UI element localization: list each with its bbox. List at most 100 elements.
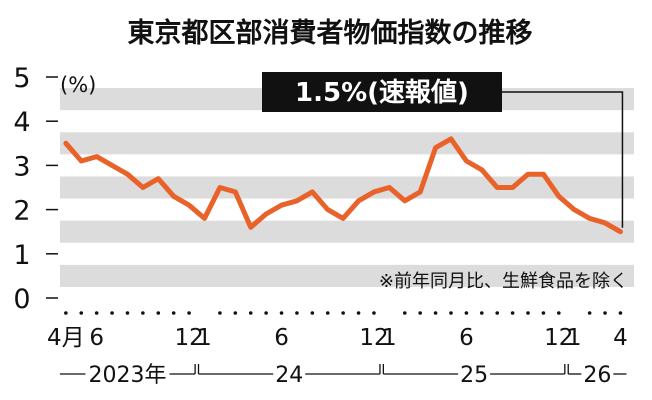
x-tick-label: 12 [174, 325, 203, 351]
x-tick-label: 12 [544, 325, 573, 351]
data-point [326, 208, 329, 211]
data-point [588, 217, 591, 220]
year-label: 2023年 [88, 363, 166, 388]
x-tick-dot [79, 311, 84, 315]
data-point [527, 173, 529, 176]
data-point [111, 164, 113, 167]
x-tick-dot [295, 311, 299, 315]
data-point [265, 213, 267, 215]
year-label: 26 [583, 363, 611, 388]
x-tick-dot [356, 311, 361, 315]
data-point [296, 199, 298, 202]
x-tick-dot [94, 311, 99, 315]
data-point [219, 186, 221, 189]
data-point [403, 199, 406, 202]
y-tick-label: 2 [13, 196, 30, 227]
x-tick-dot [618, 311, 623, 315]
y-axis: 0 1 2 3 4 5 [13, 63, 58, 315]
y-tick-label: 4 [13, 107, 30, 138]
x-tick-label: 6 [89, 325, 104, 351]
data-point [604, 222, 606, 224]
x-tick-dot [248, 311, 253, 315]
x-tick-dot [218, 311, 222, 315]
x-tick-label: 6 [459, 325, 474, 351]
x-tick-dot [495, 311, 500, 315]
data-point [203, 217, 206, 220]
x-tick-label: 1 [382, 325, 397, 351]
x-tick-dot [587, 311, 592, 315]
x-tick-dot [310, 311, 315, 315]
grid-band [60, 220, 634, 243]
data-point [558, 195, 560, 198]
data-point [511, 186, 514, 189]
data-point [342, 217, 344, 220]
data-point [80, 160, 83, 162]
data-point [142, 186, 144, 189]
y-tick-label: 3 [13, 151, 30, 182]
x-tick-dot [187, 311, 191, 315]
chart-title: 東京都区部消費者物価指数の推移 [128, 17, 533, 49]
data-point [450, 138, 452, 140]
x-tick-dot [402, 311, 407, 315]
data-point [157, 177, 160, 180]
x-tick-dot [418, 311, 422, 315]
data-point [542, 173, 545, 176]
data-point [573, 208, 576, 211]
data-point [357, 199, 360, 202]
x-tick-dot [464, 311, 469, 315]
y-unit-label: (%) [60, 73, 96, 97]
data-point [95, 155, 98, 158]
callout-box [262, 72, 502, 112]
x-tick-dot [603, 311, 607, 315]
x-tick-dot [171, 311, 176, 315]
y-tick-label: 1 [13, 240, 30, 271]
data-point [496, 186, 499, 189]
data-point [65, 142, 67, 145]
data-point [249, 226, 252, 229]
x-tick-dot [433, 311, 438, 315]
x-tick-label: 1 [197, 325, 212, 351]
data-point [465, 160, 468, 162]
x-tick-dot [156, 311, 161, 315]
x-tick-dot [264, 311, 268, 315]
x-tick-dot [541, 311, 546, 315]
data-point [172, 195, 175, 198]
series-line [63, 136, 623, 235]
data-point [480, 169, 483, 171]
grid-band [60, 132, 634, 155]
callout-leader-line [502, 91, 624, 228]
data-point [280, 204, 283, 206]
year-label: 25 [460, 363, 488, 388]
grid-band [60, 264, 634, 287]
callout: 1.5%(速報値) [262, 72, 624, 228]
x-tick-dot [279, 311, 284, 315]
x-tick-label: 6 [274, 325, 289, 351]
x-tick-dot [233, 311, 238, 315]
data-point [126, 173, 129, 176]
x-tick-dot [125, 311, 130, 315]
data-point [234, 191, 237, 193]
data-point [373, 191, 375, 193]
data-point [188, 204, 190, 206]
x-tick-dot [479, 311, 484, 315]
x-tick-dot [64, 311, 68, 315]
x-tick-dot [557, 311, 561, 315]
data-point [388, 186, 391, 189]
x-tick-label: 1 [567, 325, 582, 351]
x-tick-dot [341, 311, 345, 315]
x-tick-dot [449, 311, 453, 315]
x-tick-dot [510, 311, 515, 315]
x-tick-dot [110, 311, 114, 315]
y-tick-label: 5 [13, 63, 30, 94]
x-tick-dot [325, 311, 330, 315]
x-tick-label: 12 [359, 325, 388, 351]
footnote: ※前年同月比、生鮮食品を除く [379, 271, 628, 292]
data-point [311, 191, 314, 193]
x-tick-label: 4月 [47, 325, 85, 351]
x-tick-dot [141, 311, 145, 315]
data-point [434, 146, 437, 149]
x-tick-dot [526, 311, 530, 315]
data-point [419, 191, 421, 193]
